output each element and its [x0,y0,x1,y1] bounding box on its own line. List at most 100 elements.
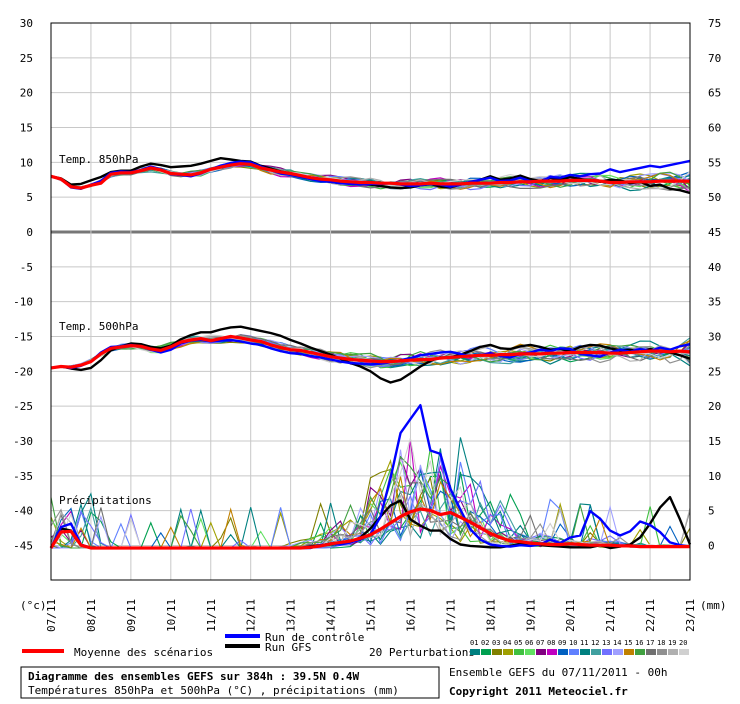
left-tick-label: -20 [13,365,33,378]
label-t500: Temp. 500hPa [59,320,138,333]
member-swatch [679,649,689,655]
mean-line-precip [49,507,690,550]
member-number: 10 [569,639,577,647]
right-tick-label: 0 [708,540,715,553]
left-tick-label: -45 [13,540,33,553]
member-swatch [646,649,656,655]
right-tick-label: 15 [708,435,721,448]
member-number: 16 [635,639,643,647]
member-swatch [668,649,678,655]
member-swatch [503,649,513,655]
member-number: 13 [602,639,610,647]
member-number: 07 [536,639,544,647]
member-number: 19 [668,639,676,647]
left-tick-label: -15 [13,331,33,344]
left-tick-label: 25 [20,52,33,65]
left-tick-label: 5 [26,191,33,204]
member-swatch [635,649,645,655]
member-number: 12 [591,639,599,647]
member-number: 05 [514,639,522,647]
x-tick-label: 18/11 [484,599,497,632]
left-tick-label: 30 [20,17,33,30]
right-tick-label: 45 [708,226,721,239]
left-tick-label: 15 [20,122,33,135]
legend-label-perturbations: 20 Perturbations [369,646,475,659]
member-swatch [558,649,568,655]
member-number: 06 [525,639,533,647]
left-tick-label: 20 [20,87,33,100]
left-tick-label: -5 [20,261,33,274]
member-number: 02 [481,639,489,647]
x-tick-label: 07/11 [45,599,58,632]
member-swatch [492,649,502,655]
member-swatch [514,649,524,655]
right-tick-label: 35 [708,296,721,309]
label-t850: Temp. 850hPa [59,153,138,166]
left-tick-label: 0 [26,226,33,239]
legend-label-control: Run de contrôle [265,631,364,644]
member-swatch [657,649,667,655]
x-tick-label: 13/11 [285,599,298,632]
member-swatch [547,649,557,655]
x-tick-label: 12/11 [245,599,258,632]
x-tick-label: 14/11 [325,599,338,632]
gfs-line-t500 [50,325,691,384]
member-number: 11 [580,639,588,647]
member-swatch [580,649,590,655]
member-swatch [569,649,579,655]
member-swatch [613,649,623,655]
member-number: 20 [679,639,687,647]
x-tick-label: 20/11 [564,599,577,632]
right-tick-label: 10 [708,470,721,483]
left-axis-unit: (°c) [20,599,47,612]
right-tick-label: 75 [708,17,721,30]
right-tick-label: 70 [708,52,721,65]
right-tick-label: 60 [708,122,721,135]
right-tick-label: 30 [708,331,721,344]
member-swatch [591,649,601,655]
x-tick-label: 08/11 [85,599,98,632]
plot-frame [50,22,691,581]
left-tick-label: -10 [13,296,33,309]
member-number: 01 [470,639,478,647]
x-tick-label: 17/11 [444,599,457,632]
member-number: 18 [657,639,665,647]
right-tick-label: 55 [708,156,721,169]
mean-line-t850 [50,162,690,190]
member-number: 03 [492,639,500,647]
right-tick-label: 5 [708,505,715,518]
label-precip: Précipitations [59,494,152,507]
x-tick-label: 16/11 [404,599,417,632]
right-tick-label: 50 [708,191,721,204]
member-swatch [602,649,612,655]
member-swatch [536,649,546,655]
left-tick-label: -35 [13,470,33,483]
x-tick-label: 15/11 [365,599,378,632]
right-tick-label: 20 [708,400,721,413]
legend-label-mean: Moyenne des scénarios [74,646,213,659]
member-number: 17 [646,639,654,647]
member-number: 08 [547,639,555,647]
member-number: 14 [613,639,621,647]
member-number: 09 [558,639,566,647]
footer-box [20,666,440,699]
member-swatch [481,649,491,655]
legend-label-gfs: Run GFS [265,641,311,654]
control-line-t500 [50,338,691,370]
member-swatch [470,649,480,655]
right-axis-unit: (mm) [700,599,727,612]
x-tick-label: 09/11 [125,599,138,632]
member-line-precip [50,469,691,549]
right-tick-label: 65 [708,87,721,100]
main-series [49,156,692,550]
left-tick-label: -30 [13,435,33,448]
left-tick-label: -40 [13,505,33,518]
legend: Run de contrôle Run GFS Moyenne des scén… [22,631,689,659]
x-tick-label: 23/11 [684,599,697,632]
right-tick-label: 40 [708,261,721,274]
member-swatch [624,649,634,655]
footer-subtitle: Températures 850hPa et 500hPa (°C) , pré… [28,684,399,697]
x-tick-label: 21/11 [604,599,617,632]
x-tick-label: 19/11 [524,599,537,632]
